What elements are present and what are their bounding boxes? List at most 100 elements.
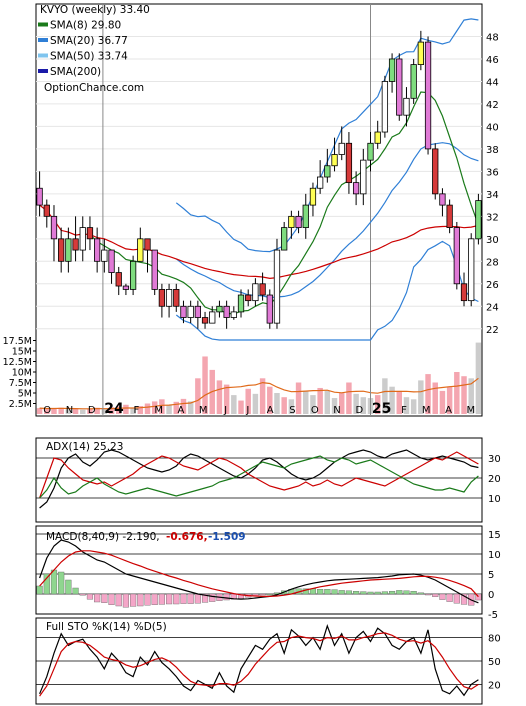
legend-entry: SMA(200): [50, 66, 101, 78]
month-label: J: [245, 405, 249, 416]
macd-histogram-bar: [309, 588, 317, 595]
candle-body: [252, 283, 259, 302]
price-tick-label: 42: [486, 100, 499, 111]
candle-body: [173, 289, 180, 307]
month-label: M: [199, 405, 208, 416]
price-tick-label: 22: [486, 325, 499, 336]
macd-histogram-bar: [166, 593, 173, 605]
candle-body: [288, 215, 295, 228]
volume-bar: [396, 390, 403, 414]
macd-histogram-bar: [237, 593, 245, 599]
month-label: A: [267, 405, 274, 416]
macd-histogram-bar: [417, 592, 424, 595]
candle-body: [453, 227, 460, 285]
adx-panel: 10 20 30 ADX(14) 25.23: [35, 437, 501, 523]
macd-histogram-bar: [460, 593, 468, 605]
price-panel: 22 24 26 28 30 32 34 36 38 40 42 44 46 48 2.5M5M7.5M10…: [3, 3, 499, 417]
volume-bar: [461, 376, 467, 414]
volume-bar: [446, 386, 453, 414]
volume-bar: [425, 374, 431, 414]
volume-bar: [274, 393, 280, 414]
candle-body: [295, 215, 302, 228]
month-label: F: [401, 405, 407, 416]
legend-entry: SMA(20) 36.77: [50, 35, 128, 47]
month-label: A: [178, 405, 185, 416]
month-label: N: [66, 405, 73, 416]
candle-body: [352, 182, 360, 195]
macd-histogram-bar: [151, 593, 158, 606]
candle-body: [410, 64, 417, 99]
candle-body: [94, 238, 101, 262]
volume-bar: [346, 382, 352, 414]
stochastic-series-line: [39, 632, 479, 697]
volume-bar: [317, 387, 323, 414]
volume-tick-label: 17.5M: [3, 336, 32, 347]
macd-tick-label: 10: [488, 550, 501, 561]
volume-bar: [58, 407, 64, 414]
macd-histogram-bar: [72, 587, 79, 595]
stochastic-panel: 20 50 80 Full STO %K(14) %D(5): [35, 617, 501, 705]
macd-histogram-bar: [58, 571, 65, 595]
price-tick-label: 40: [486, 122, 499, 133]
month-label: 25: [372, 401, 391, 417]
candle-body: [259, 283, 266, 296]
volume-bar: [173, 401, 180, 414]
candle-body: [144, 238, 151, 251]
volume-bar: [410, 399, 417, 414]
month-label: J: [223, 405, 227, 416]
candle-body: [460, 283, 468, 302]
volume-bar: [65, 409, 72, 414]
volume-bar: [281, 397, 287, 414]
legend-entry: KVYO (weekly) 33.40: [40, 4, 150, 16]
macd-histogram-bar: [324, 589, 331, 595]
legend-swatch: [38, 69, 48, 73]
legend-entry: SMA(8) 29.80: [50, 20, 121, 32]
price-tick-label: 34: [486, 190, 499, 201]
month-label: M: [467, 405, 476, 416]
candle-body: [129, 260, 137, 290]
macd-signal-value: -0.676,: [166, 531, 208, 543]
candle-body: [72, 238, 79, 251]
macd-histogram-bar: [331, 589, 338, 595]
macd-histogram-bar: [122, 593, 129, 608]
volume-bar: [151, 401, 158, 414]
candle-body: [281, 227, 288, 251]
candle-body: [50, 215, 58, 240]
candle-body: [309, 187, 317, 206]
macd-histogram-bar: [338, 590, 345, 595]
macd-histogram-bar: [259, 593, 266, 596]
adx-series-line: [39, 455, 479, 499]
macd-histogram-bar: [446, 593, 453, 602]
volume-bar: [389, 386, 395, 414]
price-tick-label: 30: [486, 235, 499, 246]
volume-tick-label: 7.5M: [9, 378, 32, 389]
volume-bar: [267, 386, 273, 414]
macd-histogram-bar: [50, 569, 58, 595]
lower-band-line: [175, 240, 479, 341]
candle-body: [79, 227, 86, 251]
volume-bar: [324, 390, 331, 414]
volume-bar: [418, 380, 424, 414]
watermark-text: OptionChance.com: [44, 82, 144, 94]
candle-body: [201, 317, 209, 324]
macd-tick-label: 5: [488, 570, 494, 581]
macd-histogram-bar: [130, 593, 137, 607]
candle-body: [151, 249, 158, 290]
volume-bar: [303, 390, 309, 414]
candle-body: [223, 305, 230, 318]
price-tick-label: 24: [486, 302, 499, 313]
month-label: F: [133, 405, 139, 416]
macd-histogram-bar: [201, 593, 209, 603]
volume-bar: [252, 393, 259, 414]
macd-histogram-bar: [353, 591, 360, 595]
volume-bar: [144, 403, 151, 414]
candle-body: [187, 305, 194, 318]
macd-histogram-bar: [101, 593, 108, 604]
price-tick-label: 26: [486, 280, 499, 291]
candle-body: [137, 238, 144, 262]
volume-tick-label: 15M: [12, 347, 32, 358]
candle-body: [324, 165, 331, 178]
macd-histogram-bar: [94, 593, 101, 603]
stochastic-tick-label: 80: [488, 634, 501, 645]
